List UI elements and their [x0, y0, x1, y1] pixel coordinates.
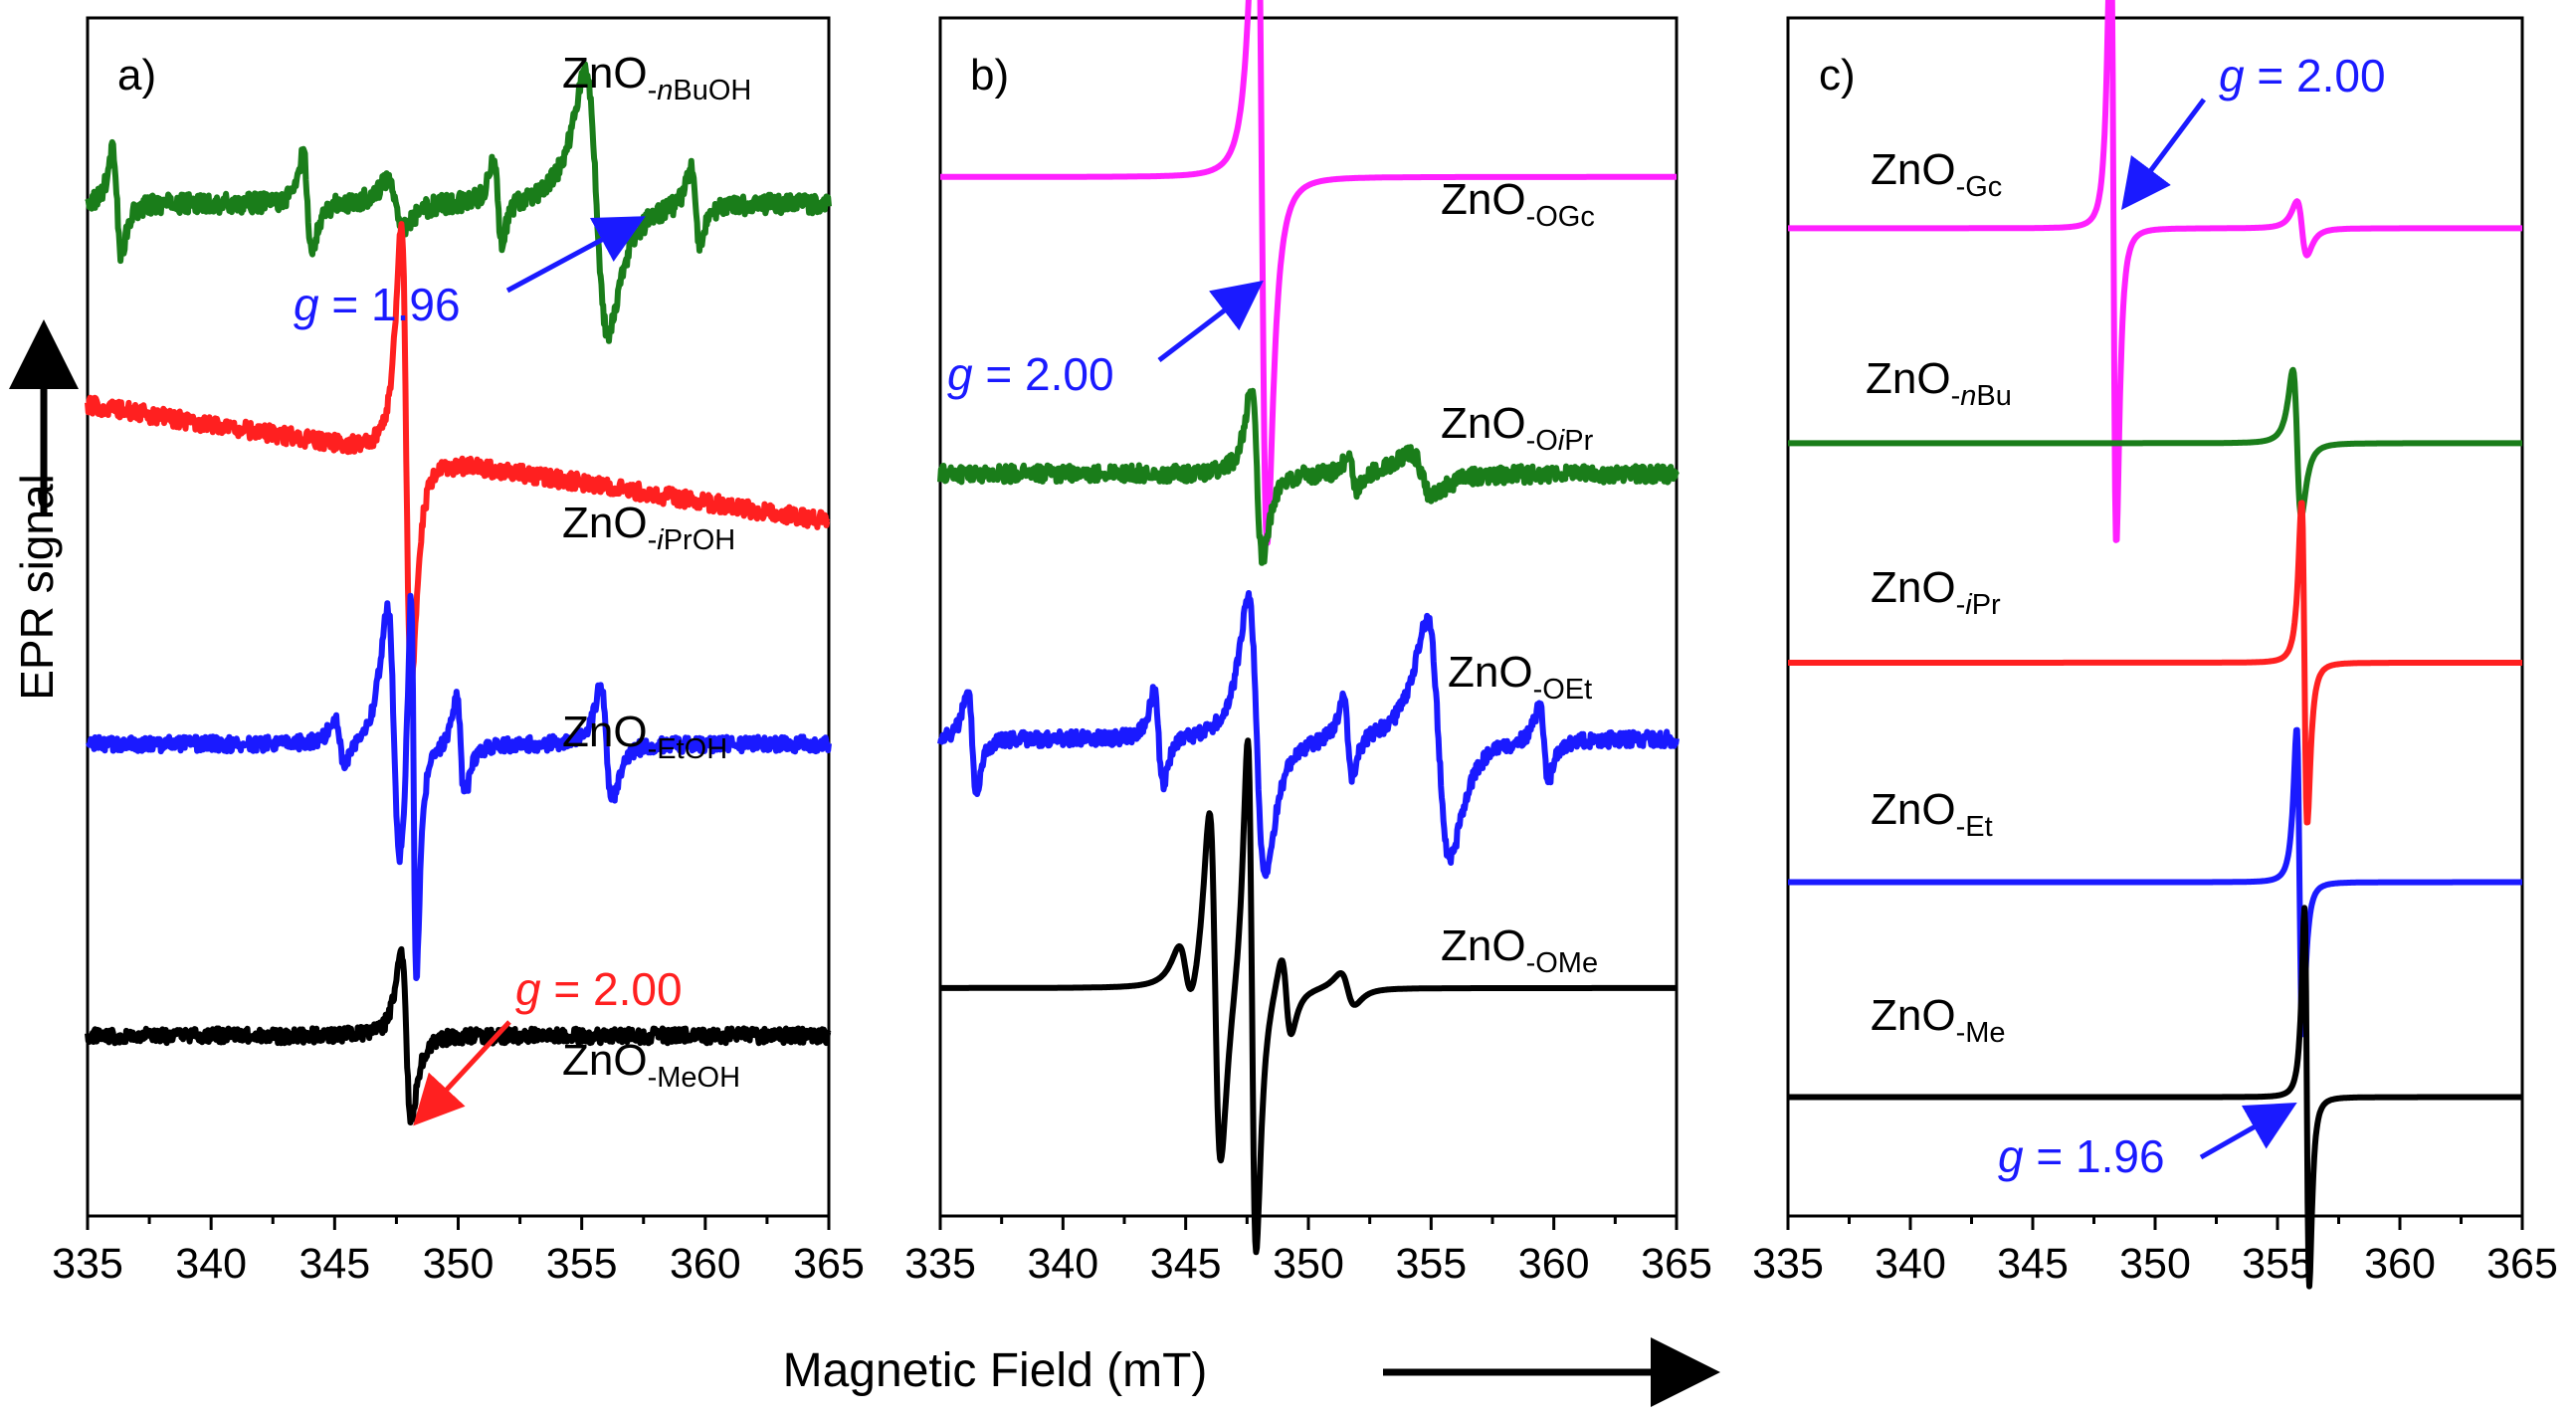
x-tick-label: 365	[793, 1240, 865, 1288]
g-factor-annotation: g = 2.00	[947, 348, 1114, 400]
x-tick-label: 340	[1027, 1240, 1098, 1288]
x-tick-label: 345	[298, 1240, 370, 1288]
x-tick-label: 355	[2242, 1240, 2313, 1288]
series-label: ZnO-OiPr	[1441, 399, 1594, 457]
series-label: ZnO-OEt	[1448, 648, 1592, 706]
series-label: ZnO-Gc	[1871, 145, 2002, 203]
series-label: ZnO-iPr	[1871, 563, 2001, 621]
x-tick-label: 340	[175, 1240, 247, 1288]
series-label: ZnO-Me	[1871, 991, 2006, 1049]
trace-ZnO-iPr	[1785, 500, 2525, 826]
annotation-arrow	[2121, 98, 2207, 211]
panel-3: 335 340 345 350 355 360 365 c) ZnO-Gc ZnO-nBu ZnO-…	[1752, 0, 2558, 1290]
g-factor-annotation: g = 1.96	[294, 279, 461, 330]
x-tick-label: 365	[2486, 1240, 2558, 1288]
annotation-arrow	[505, 216, 646, 294]
g-factor-annotation: g = 1.96	[1998, 1130, 2165, 1182]
trace-ZnO-MeOH	[85, 945, 832, 1125]
g-factor-annotation: g = 2.00	[2219, 50, 2386, 101]
annotation-arrow	[2199, 1103, 2297, 1160]
series-label: ZnO-nBuOH	[562, 49, 751, 106]
annotation-arrow	[1157, 280, 1264, 362]
trace-ZnO-nBuOH	[85, 61, 832, 344]
x-axis-label: Magnetic Field (mT)	[783, 1344, 1208, 1397]
panel-label: c)	[1819, 51, 1856, 100]
series-label: ZnO-EtOH	[562, 708, 727, 765]
x-tick-label: 350	[1273, 1240, 1344, 1288]
x-tick-label: 345	[1150, 1240, 1222, 1288]
x-tick-label: 360	[2364, 1240, 2436, 1288]
panel-1: 335 340 345 350 355 360 365 a) ZnO-nBuOH ZnO-iPrO…	[52, 16, 865, 1288]
trace-ZnO-EtOH	[85, 592, 832, 981]
y-axis-label: EPR signal	[11, 474, 63, 701]
panel-label: b)	[970, 51, 1009, 100]
plot-frame	[938, 16, 1679, 1218]
series-label: ZnO-iPrOH	[562, 499, 735, 556]
trace-ZnO-Et	[1785, 726, 2525, 1038]
trace-ZnO-OiPr	[937, 387, 1680, 566]
x-tick-label: 335	[52, 1240, 123, 1288]
series-label: ZnO-OMe	[1441, 921, 1598, 979]
x-tick-label: 365	[1641, 1240, 1712, 1288]
x-tick-label: 335	[904, 1240, 976, 1288]
trace-ZnO-OGc	[937, 0, 1680, 546]
series-label: ZnO-OGc	[1441, 175, 1595, 233]
series-label: ZnO-MeOH	[562, 1036, 740, 1094]
x-tick-label: 350	[423, 1240, 495, 1288]
trace-ZnO-Me	[1785, 905, 2525, 1290]
x-tick-label: 355	[1395, 1240, 1467, 1288]
series-label: ZnO-Et	[1871, 785, 1993, 843]
x-tick-label: 340	[1875, 1240, 1946, 1288]
x-tick-label: 355	[546, 1240, 618, 1288]
trace-ZnO-iPrOH	[85, 221, 832, 693]
trace-ZnO-nBu	[1785, 366, 2525, 519]
x-tick-label: 350	[2119, 1240, 2191, 1288]
panel-2: 335 340 345 350 355 360 365 b) ZnO-OGc ZnO-OiPr Zn…	[904, 0, 1712, 1288]
series-label: ZnO-nBu	[1866, 354, 2012, 412]
trace-ZnO-OMe	[937, 737, 1680, 1256]
annotation-arrow	[413, 1020, 511, 1126]
g-factor-annotation: g = 2.00	[515, 963, 683, 1015]
x-tick-label: 360	[1518, 1240, 1590, 1288]
panel-label: a)	[117, 51, 156, 100]
x-tick-label: 360	[670, 1240, 741, 1288]
x-tick-label: 345	[1997, 1240, 2069, 1288]
x-tick-label: 335	[1752, 1240, 1824, 1288]
trace-ZnO-Gc	[1785, 0, 2525, 543]
trace-ZnO-OEt	[937, 590, 1680, 880]
